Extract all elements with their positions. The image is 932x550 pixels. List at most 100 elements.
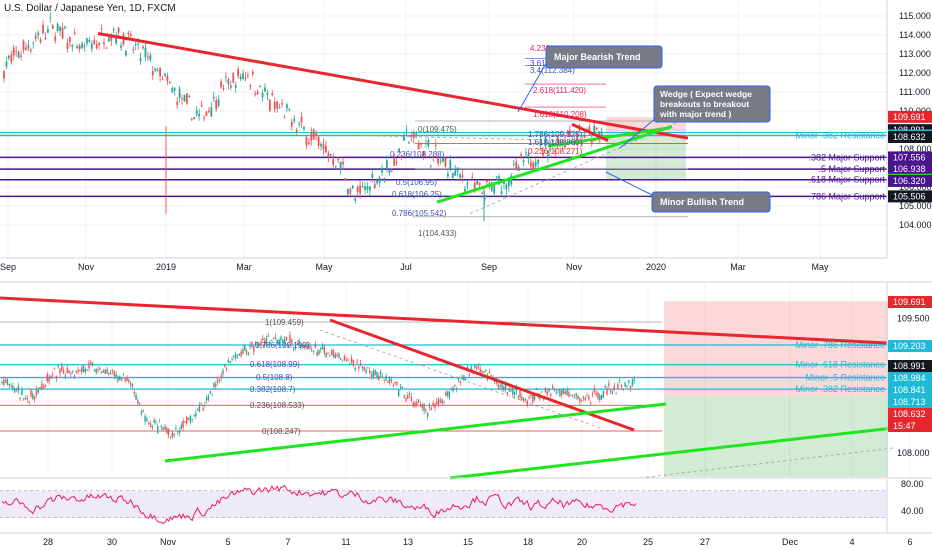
candle — [367, 367, 369, 369]
fib-label: 3.4(112.384) — [530, 66, 575, 75]
candle — [98, 42, 101, 46]
candle — [539, 140, 542, 146]
price-badge — [888, 151, 932, 164]
main-price-panel[interactable]: Minor .382 Resistance .382 Major Support.… — [0, 0, 932, 283]
candle — [113, 371, 116, 377]
candle — [450, 388, 452, 390]
candle — [107, 37, 110, 42]
candle — [442, 156, 444, 163]
candle — [403, 395, 405, 398]
candle — [300, 116, 303, 123]
candle — [624, 382, 626, 387]
candle — [171, 88, 174, 93]
candle — [158, 421, 161, 423]
candle — [265, 337, 268, 344]
candle — [573, 397, 576, 399]
candle — [47, 29, 49, 33]
minor-bullish-trendline-projection[interactable] — [449, 426, 894, 480]
candle — [445, 392, 447, 396]
candle — [258, 343, 260, 346]
price-badge — [888, 340, 932, 352]
minor-bullish-trendline[interactable] — [436, 125, 673, 204]
candle — [115, 373, 117, 377]
candle — [437, 157, 440, 164]
candle — [37, 389, 39, 393]
candle — [584, 397, 586, 401]
candle — [71, 44, 74, 47]
candle — [524, 398, 527, 401]
fib-label: 0(109.475) — [418, 125, 457, 134]
price-badge — [888, 420, 932, 432]
candle — [227, 360, 230, 363]
channel-dashed-line — [639, 447, 894, 479]
candle — [264, 87, 266, 92]
candle — [112, 29, 115, 31]
candle — [26, 397, 29, 400]
candle — [95, 368, 97, 374]
candle — [320, 144, 322, 147]
candle — [544, 137, 547, 147]
price-badge-label: 15:47 — [893, 421, 916, 431]
candle — [566, 133, 569, 135]
candle — [205, 111, 208, 116]
candle — [497, 384, 500, 388]
candle — [137, 400, 139, 404]
rsi-panel[interactable]: 80.00 40.00 28 30 Nov 5 7 11 13 15 18 20 25 27 Dec 4 6 — [0, 479, 932, 547]
candle — [76, 46, 79, 49]
candle — [52, 374, 54, 376]
candle — [350, 358, 353, 363]
candle — [503, 386, 505, 391]
candle — [198, 113, 201, 117]
candle — [410, 135, 413, 138]
major-bearish-trendline[interactable] — [0, 296, 888, 345]
candle — [142, 410, 144, 412]
candle — [99, 368, 101, 370]
candle — [554, 150, 557, 153]
time-tick-label: 20 — [577, 537, 587, 547]
major-bearish-trendline[interactable] — [97, 32, 689, 140]
callout-box[interactable] — [545, 45, 663, 69]
candle — [167, 428, 170, 435]
time-tick-label: Dec — [782, 537, 799, 547]
time-tick-label: Nov — [566, 262, 583, 272]
candle — [340, 358, 342, 360]
candle — [629, 385, 632, 389]
candle — [575, 393, 577, 397]
candle — [365, 369, 367, 373]
candle — [370, 373, 373, 377]
candle — [459, 381, 461, 383]
candle — [105, 47, 108, 49]
candle — [15, 51, 18, 53]
candle — [283, 339, 286, 344]
candle — [390, 380, 393, 382]
candle — [200, 402, 202, 405]
candle — [251, 71, 254, 75]
wedge-lower-line[interactable] — [547, 126, 671, 148]
price-tick-label: 108.000 — [897, 448, 930, 458]
callout-box[interactable] — [653, 85, 771, 123]
candle — [217, 99, 220, 106]
time-tick-label: Sep — [481, 262, 497, 272]
time-tick-label: 11 — [341, 537, 350, 547]
candle — [337, 157, 340, 160]
intraday-price-panel[interactable]: Minor .786 Resistance Minor .618 Resistan… — [0, 283, 932, 480]
candle — [53, 368, 56, 370]
candle — [481, 371, 483, 373]
callout-text: Minor Bullish Trend — [660, 197, 744, 207]
candle — [475, 367, 478, 370]
wedge-upper-line[interactable] — [329, 318, 635, 432]
wedge-upper-line[interactable] — [571, 122, 609, 142]
candle — [568, 130, 571, 136]
minor-bullish-trendline[interactable] — [164, 402, 667, 463]
candle — [100, 28, 103, 30]
candle — [470, 366, 472, 370]
candle — [211, 394, 213, 396]
candle — [200, 105, 203, 107]
candle — [358, 366, 360, 369]
candle — [183, 95, 186, 102]
time-tick-label: Nov — [160, 537, 177, 547]
candle — [166, 428, 168, 434]
candle — [50, 375, 52, 377]
callout-box[interactable] — [651, 191, 771, 213]
